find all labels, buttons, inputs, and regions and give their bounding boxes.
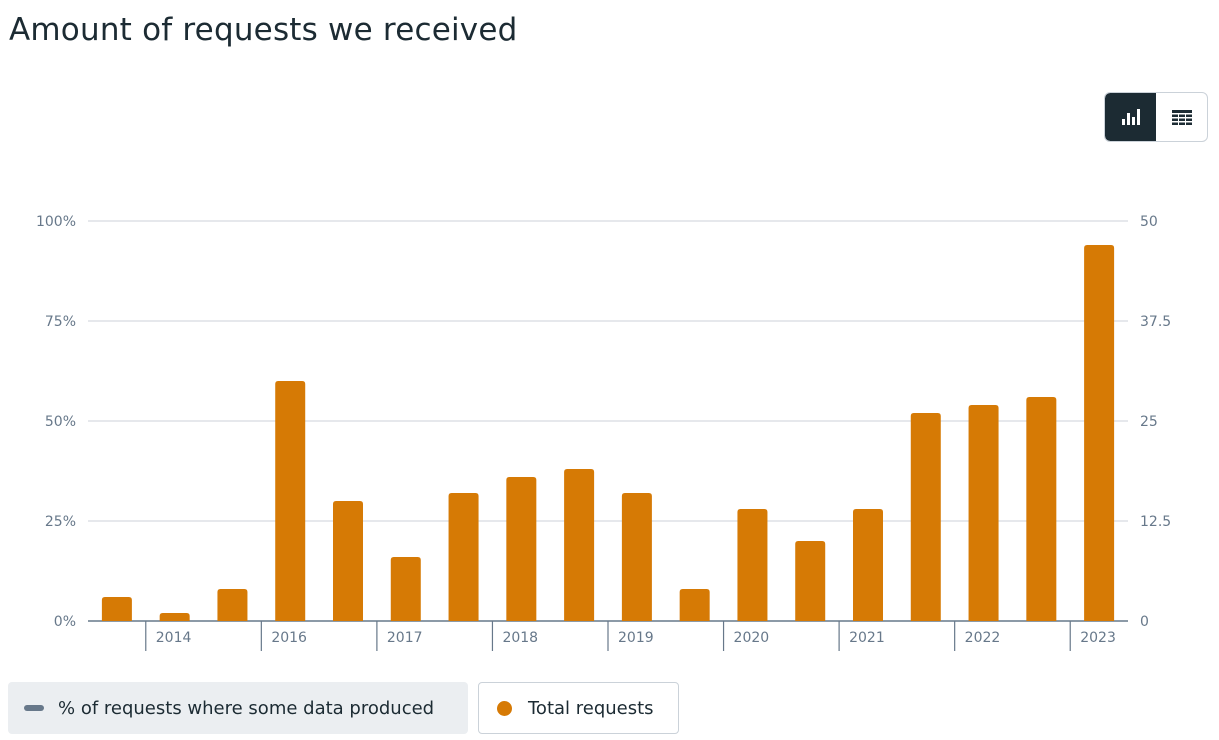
bar [275, 381, 306, 621]
right-axis-tick-label: 0 [1140, 614, 1149, 630]
requests-bar-chart: 0% 25% 50% 75% 100% 0 12.5 25 37.5 50 2014 2016 2017… [36, 214, 1171, 651]
bar [679, 589, 710, 621]
bar [101, 597, 132, 621]
x-axis-tick-label: 2022 [965, 630, 1001, 646]
bar [506, 477, 537, 621]
legend-label: Total requests [528, 697, 654, 719]
left-axis-tick-label: 50% [45, 414, 76, 430]
page-title: Amount of requests we received [9, 12, 518, 48]
table-view-button[interactable] [1156, 93, 1207, 141]
chart-view-button[interactable] [1105, 93, 1156, 141]
x-axis-tick-label: 2021 [849, 630, 885, 646]
right-axis-tick-label: 12.5 [1140, 514, 1171, 530]
bar [1026, 397, 1057, 621]
left-axis-tick-label: 100% [36, 214, 76, 230]
x-axis-tick-label: 2018 [502, 630, 538, 646]
bar [737, 509, 768, 621]
x-axis-tick-label: 2020 [734, 630, 770, 646]
bar [1084, 245, 1115, 621]
legend-percent-data-produced[interactable]: % of requests where some data produced [8, 682, 468, 734]
right-axis-tick-label: 25 [1140, 414, 1158, 430]
x-axis-tick-label: 2019 [618, 630, 654, 646]
x-axis-tick-label: 2016 [271, 630, 307, 646]
legend-label: % of requests where some data produced [58, 697, 435, 719]
bar [564, 469, 595, 621]
left-axis-tick-label: 0% [54, 614, 76, 630]
bar-chart-icon [1121, 109, 1140, 125]
legend-dot-marker [497, 700, 512, 716]
bar [333, 501, 363, 621]
bar [217, 589, 248, 621]
bar [968, 405, 999, 621]
bar [910, 413, 941, 621]
x-axis-tick-label: 2023 [1080, 630, 1116, 646]
right-axis-tick-label: 37.5 [1140, 314, 1171, 330]
bar [159, 613, 190, 621]
bar [390, 557, 421, 621]
bar [621, 493, 652, 621]
x-axis-tick-label: 2014 [156, 630, 192, 646]
legend-line-marker [24, 705, 44, 711]
left-axis-tick-label: 75% [45, 314, 76, 330]
table-icon [1171, 110, 1192, 125]
left-axis-tick-label: 25% [45, 514, 76, 530]
bar [448, 493, 479, 621]
legend-total-requests[interactable]: Total requests [478, 682, 679, 734]
right-axis-tick-label: 50 [1140, 214, 1158, 230]
bar [795, 541, 826, 621]
view-toggle [1104, 92, 1208, 142]
bar [853, 509, 883, 621]
x-axis-tick-label: 2017 [387, 630, 423, 646]
